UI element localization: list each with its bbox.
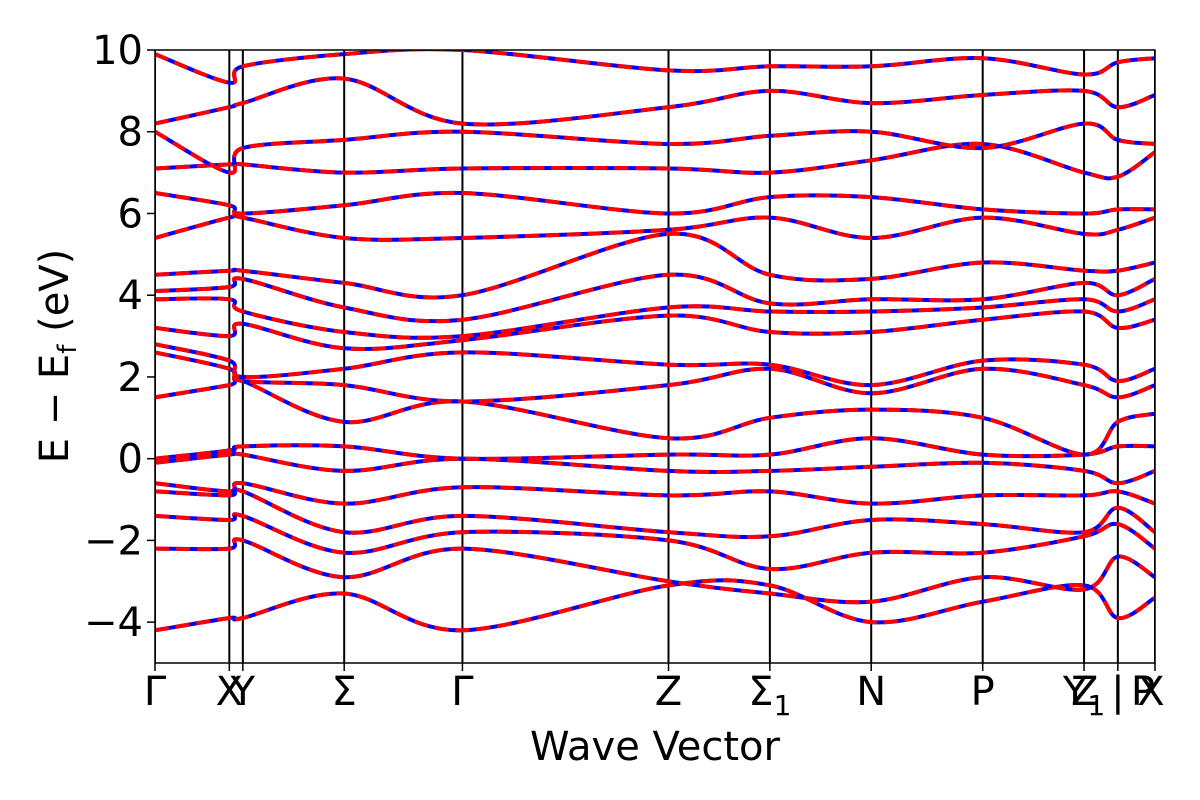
band-dashed-line: [155, 121, 1155, 175]
y-axis-title: E − Ef (eV): [32, 249, 83, 464]
y-axis-title-main: E − E: [32, 354, 78, 464]
band-solid-line: [155, 141, 1155, 181]
y-tick-label: −4: [84, 600, 143, 646]
x-tick-label: Y1: [1062, 669, 1105, 722]
y-axis-title-subscript: f: [53, 344, 83, 354]
y-tick-label: 0: [118, 437, 143, 483]
x-tick-label: P: [971, 669, 995, 715]
band-solid-line: [155, 76, 1155, 127]
band-dashed-line: [155, 436, 1155, 461]
band-solid-line: [155, 537, 1155, 605]
band-dashed-line: [155, 309, 1155, 352]
band-dashed-line: [155, 190, 1155, 216]
band-solid-line: [155, 578, 1155, 633]
band-dashed-line: [155, 480, 1155, 506]
band-dashed-line: [155, 296, 1155, 340]
band-dashed-line: [155, 231, 1155, 300]
band-solid-line: [155, 231, 1155, 300]
y-tick-label: 4: [118, 273, 143, 319]
plot-frame: [154, 49, 1156, 664]
x-tick-label: N: [856, 669, 886, 715]
y-tick-label: 8: [118, 110, 143, 156]
y-axis-title-unit: (eV): [32, 249, 78, 345]
band-solid-line: [155, 272, 1155, 324]
band-dashed-line: [155, 487, 1155, 540]
band-dashed-line: [155, 342, 1155, 388]
band-dashed-line: [155, 451, 1155, 486]
x-tick-label: X: [216, 669, 243, 715]
x-tick-label: Z: [655, 669, 682, 715]
band-dashed-line: [155, 141, 1155, 181]
x-tick-label: Γ: [144, 669, 167, 715]
band-dashed-line: [155, 578, 1155, 633]
band-dashed-line: [155, 376, 1155, 457]
y-tick-label: −2: [84, 518, 143, 564]
band-dashed-line: [155, 212, 1155, 242]
x-tick-label: Z | X: [1071, 669, 1165, 715]
x-tick-labels: Γ XY Σ Γ Z Σ1 N P Y1Z | XP: [144, 663, 1165, 722]
x-tick-label: Σ: [332, 669, 357, 715]
y-tick-labels: −4 −2 0 2 4 6 8 10: [84, 28, 155, 646]
y-tick-label: 2: [118, 355, 143, 401]
y-tick-label: 6: [118, 191, 143, 237]
band-dashed-line: [155, 512, 1155, 572]
y-tick-label: 10: [92, 28, 143, 74]
band-dashed-line: [155, 350, 1155, 404]
x-tick-label: Σ1: [748, 669, 791, 722]
band-dashed-line: [155, 50, 1155, 85]
band-dashed-line: [155, 272, 1155, 324]
band-solid-line: [155, 50, 1155, 85]
x-tick-label: P: [1131, 669, 1155, 715]
band-dashed-line: [155, 76, 1155, 127]
x-tick-label: Y: [230, 669, 256, 715]
band-solid-line: [155, 376, 1155, 457]
x-axis-title: Wave Vector: [530, 724, 781, 770]
x-tick-label: Γ: [451, 669, 474, 715]
